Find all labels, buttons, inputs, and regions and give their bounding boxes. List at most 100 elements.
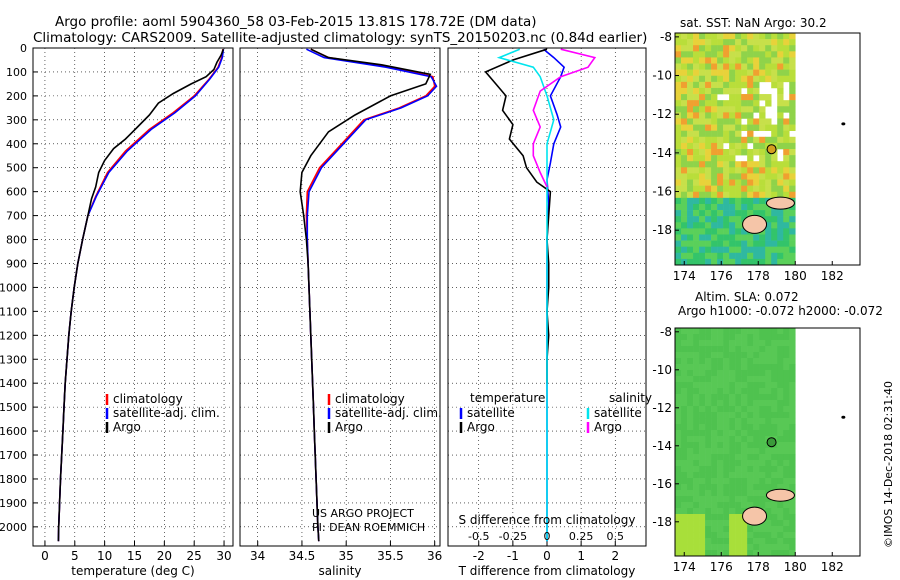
map-cell (717, 210, 724, 217)
map-cell (687, 149, 694, 156)
map-cell (705, 496, 712, 503)
map-cell (777, 352, 784, 359)
map-cell (711, 161, 718, 168)
map-cell (735, 51, 742, 58)
map-cell (687, 136, 694, 144)
map-cell (765, 94, 772, 101)
map-cell (735, 520, 742, 527)
map-cell (765, 412, 772, 419)
map-cell (723, 210, 730, 217)
map-cell (759, 142, 766, 150)
map-cell (705, 210, 712, 217)
map-cell (687, 51, 694, 58)
map-cell (741, 33, 748, 40)
map-cell (759, 454, 766, 461)
salinity-axis-label: salinity (318, 564, 361, 578)
map-cell (765, 258, 772, 266)
map-cell (705, 430, 712, 437)
map-cell (759, 246, 766, 254)
map-cell (759, 484, 766, 491)
map-cell (777, 550, 784, 557)
map-cell (723, 352, 730, 359)
map-cell (771, 173, 778, 180)
map-cell (729, 364, 736, 371)
map-cell (729, 57, 736, 64)
map-cell (675, 484, 682, 491)
map-cell (741, 496, 748, 503)
map-cell (759, 191, 766, 199)
map-cell (675, 442, 682, 449)
map-cell (771, 520, 778, 527)
map-cell (759, 106, 766, 113)
map-cell (771, 358, 778, 365)
map-cell (675, 149, 682, 156)
map-cell (783, 149, 790, 156)
map-cell (729, 526, 736, 533)
map-cell (693, 496, 700, 503)
map-cell (717, 430, 724, 437)
map-cell (753, 328, 760, 335)
map-y-label: -10 (652, 363, 672, 377)
map-cell (753, 466, 760, 473)
map-cell (717, 252, 724, 260)
map-cell (735, 436, 742, 443)
map-cell (729, 400, 736, 407)
map-cell (789, 252, 796, 260)
map-y-label: -16 (652, 185, 672, 199)
map-cell (723, 161, 730, 168)
map-cell (735, 75, 742, 83)
map-cell (693, 406, 700, 413)
map-cell (783, 45, 790, 52)
x-tick-label: 35.5 (377, 549, 404, 563)
depth-tick-label: 1000 (0, 281, 27, 294)
map-cell (681, 340, 688, 347)
map-cell (747, 75, 754, 83)
map-cell (741, 394, 748, 401)
map-cell (693, 490, 700, 497)
map-cell (699, 81, 706, 89)
depth-tick-label: 200 (6, 90, 27, 103)
map-cell (699, 167, 706, 174)
map-cell (777, 246, 784, 254)
map-cell (675, 448, 682, 455)
map-cell (717, 526, 724, 533)
map-x-label: 180 (784, 560, 807, 574)
map-cell (777, 185, 784, 193)
map-cell (681, 228, 688, 235)
map-cell (705, 370, 712, 377)
map-cell (753, 340, 760, 347)
map-cell (747, 161, 754, 168)
map-cell (747, 502, 754, 509)
map-cell (741, 210, 748, 217)
map-cell (681, 334, 688, 341)
map-cell (735, 502, 742, 509)
map-cell (711, 94, 718, 101)
map-cell (741, 240, 748, 247)
map-cell (711, 75, 718, 83)
map-cell (687, 100, 694, 107)
map-cell (675, 185, 682, 193)
map-cell (675, 370, 682, 377)
map-cell (723, 514, 730, 521)
map-cell (735, 382, 742, 389)
map-cell (783, 460, 790, 467)
map-cell (705, 203, 712, 211)
map-cell (705, 75, 712, 83)
map-cell (681, 430, 688, 437)
map-cell (777, 106, 784, 113)
map-cell (789, 33, 796, 40)
map-cell (675, 130, 682, 138)
map-cell (705, 490, 712, 497)
map-cell (723, 328, 730, 335)
map-cell (681, 502, 688, 509)
depth-tick-label: 1100 (0, 305, 27, 318)
map-cell (729, 63, 736, 70)
map-cell (699, 406, 706, 413)
map-cell (711, 142, 718, 150)
map-cell (699, 460, 706, 467)
map-cell (753, 118, 760, 125)
map-cell (789, 124, 796, 131)
map-cell (741, 424, 748, 431)
map-cell (717, 328, 724, 335)
map-cell (723, 87, 730, 95)
